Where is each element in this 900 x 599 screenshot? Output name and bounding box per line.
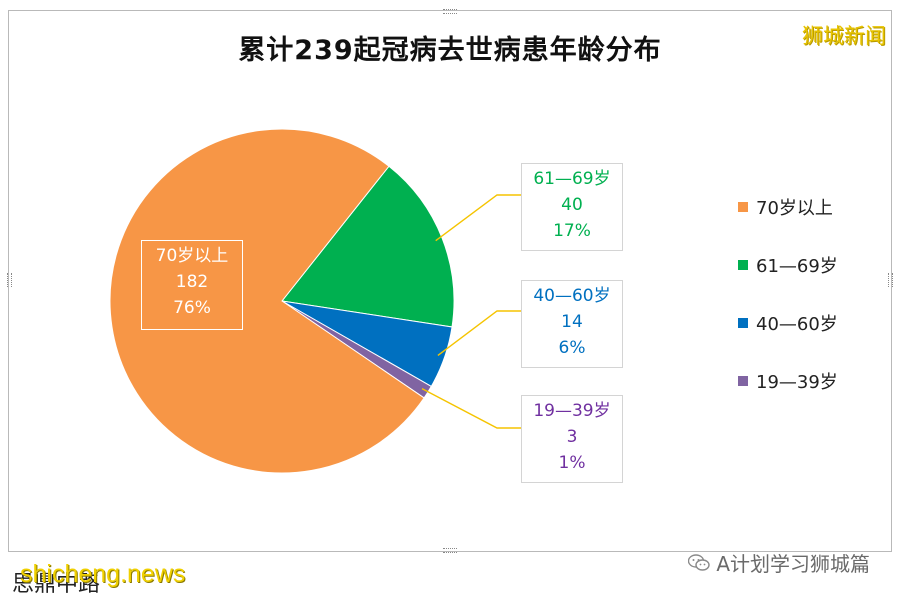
leader-line-3 — [421, 387, 521, 429]
data-label-slice-0: 70岁以上 182 76% — [141, 240, 243, 330]
source-watermark: 思鼎中路 shicheng.news — [12, 560, 185, 598]
data-label-percent: 6% — [558, 338, 586, 358]
leader-line-2 — [437, 310, 521, 356]
data-label-value: 3 — [566, 427, 578, 447]
wechat-watermark: A计划学习狮城篇 — [688, 548, 870, 577]
data-label-name: 40—60岁 — [533, 286, 611, 306]
legend-swatch — [738, 376, 748, 386]
data-label-percent: 1% — [558, 453, 586, 473]
legend-item[interactable]: 19—39岁 — [738, 352, 838, 410]
resize-handle-left[interactable] — [7, 273, 12, 287]
legend-swatch — [738, 202, 748, 212]
pie-slice-0[interactable] — [109, 128, 425, 474]
watermark-top-right: 狮城新闻 — [802, 24, 886, 48]
legend-item[interactable]: 70岁以上 — [738, 178, 838, 236]
data-label-name: 70岁以上 — [155, 246, 229, 266]
data-label-name: 19—39岁 — [533, 401, 611, 421]
legend-label: 70岁以上 — [756, 198, 833, 219]
wechat-account-name: A计划学习狮城篇 — [716, 552, 870, 576]
data-label-value: 14 — [561, 312, 583, 332]
legend-swatch — [738, 260, 748, 270]
wechat-icon — [688, 553, 711, 571]
resize-handle-top[interactable] — [443, 9, 457, 14]
data-label-percent: 76% — [173, 298, 211, 318]
legend-item[interactable]: 40—60岁 — [738, 294, 838, 352]
data-label-value: 182 — [175, 272, 209, 292]
legend-label: 61—69岁 — [756, 256, 838, 277]
data-label-percent: 17% — [553, 221, 591, 241]
legend-item[interactable]: 61—69岁 — [738, 236, 838, 294]
resize-handle-bottom[interactable] — [443, 548, 457, 553]
legend-swatch — [738, 318, 748, 328]
resize-handle-right[interactable] — [888, 273, 893, 287]
legend-label: 40—60岁 — [756, 314, 838, 335]
data-label-value: 40 — [561, 195, 583, 215]
data-label-slice-3: 19—39岁 3 1% — [521, 395, 623, 483]
legend-label: 19—39岁 — [756, 372, 838, 393]
chart-title: 累计239起冠病去世病患年龄分布 — [238, 35, 662, 66]
data-label-slice-2: 40—60岁 14 6% — [521, 280, 623, 368]
data-label-name: 61—69岁 — [533, 169, 611, 189]
pie-slice-1[interactable] — [281, 165, 455, 328]
source-text: 思鼎中路 — [12, 572, 101, 597]
legend: 70岁以上 61—69岁 40—60岁 19—39岁 — [738, 178, 838, 410]
data-label-slice-1: 61—69岁 40 17% — [521, 163, 623, 251]
leader-line-1 — [435, 194, 521, 242]
site-watermark: shicheng.news — [20, 560, 186, 588]
